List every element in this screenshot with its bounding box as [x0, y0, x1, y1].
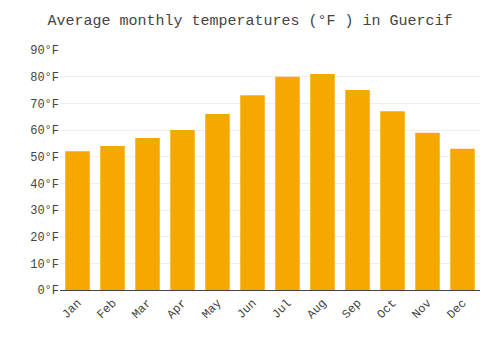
svg-text:Mar: Mar	[129, 297, 154, 322]
svg-text:90°F: 90°F	[30, 44, 59, 58]
svg-text:20°F: 20°F	[30, 231, 59, 245]
svg-text:Feb: Feb	[94, 297, 119, 322]
svg-text:Oct: Oct	[374, 297, 399, 322]
svg-text:0°F: 0°F	[37, 284, 59, 298]
svg-text:80°F: 80°F	[30, 71, 59, 85]
svg-text:30°F: 30°F	[30, 204, 59, 218]
svg-text:Jun: Jun	[234, 297, 259, 322]
svg-text:70°F: 70°F	[30, 98, 59, 112]
svg-text:Jan: Jan	[59, 297, 84, 322]
svg-text:40°F: 40°F	[30, 178, 59, 192]
svg-text:Nov: Nov	[409, 297, 434, 322]
svg-text:Average monthly temperatures (: Average monthly temperatures (°F ) in Gu…	[47, 13, 452, 30]
svg-text:Jul: Jul	[269, 297, 294, 322]
svg-text:May: May	[199, 297, 224, 322]
svg-text:Apr: Apr	[164, 297, 189, 322]
svg-text:Sep: Sep	[339, 297, 364, 322]
svg-text:50°F: 50°F	[30, 151, 59, 165]
svg-text:Aug: Aug	[304, 297, 329, 322]
svg-text:60°F: 60°F	[30, 124, 59, 138]
svg-text:10°F: 10°F	[30, 258, 59, 272]
svg-text:Dec: Dec	[444, 297, 469, 322]
